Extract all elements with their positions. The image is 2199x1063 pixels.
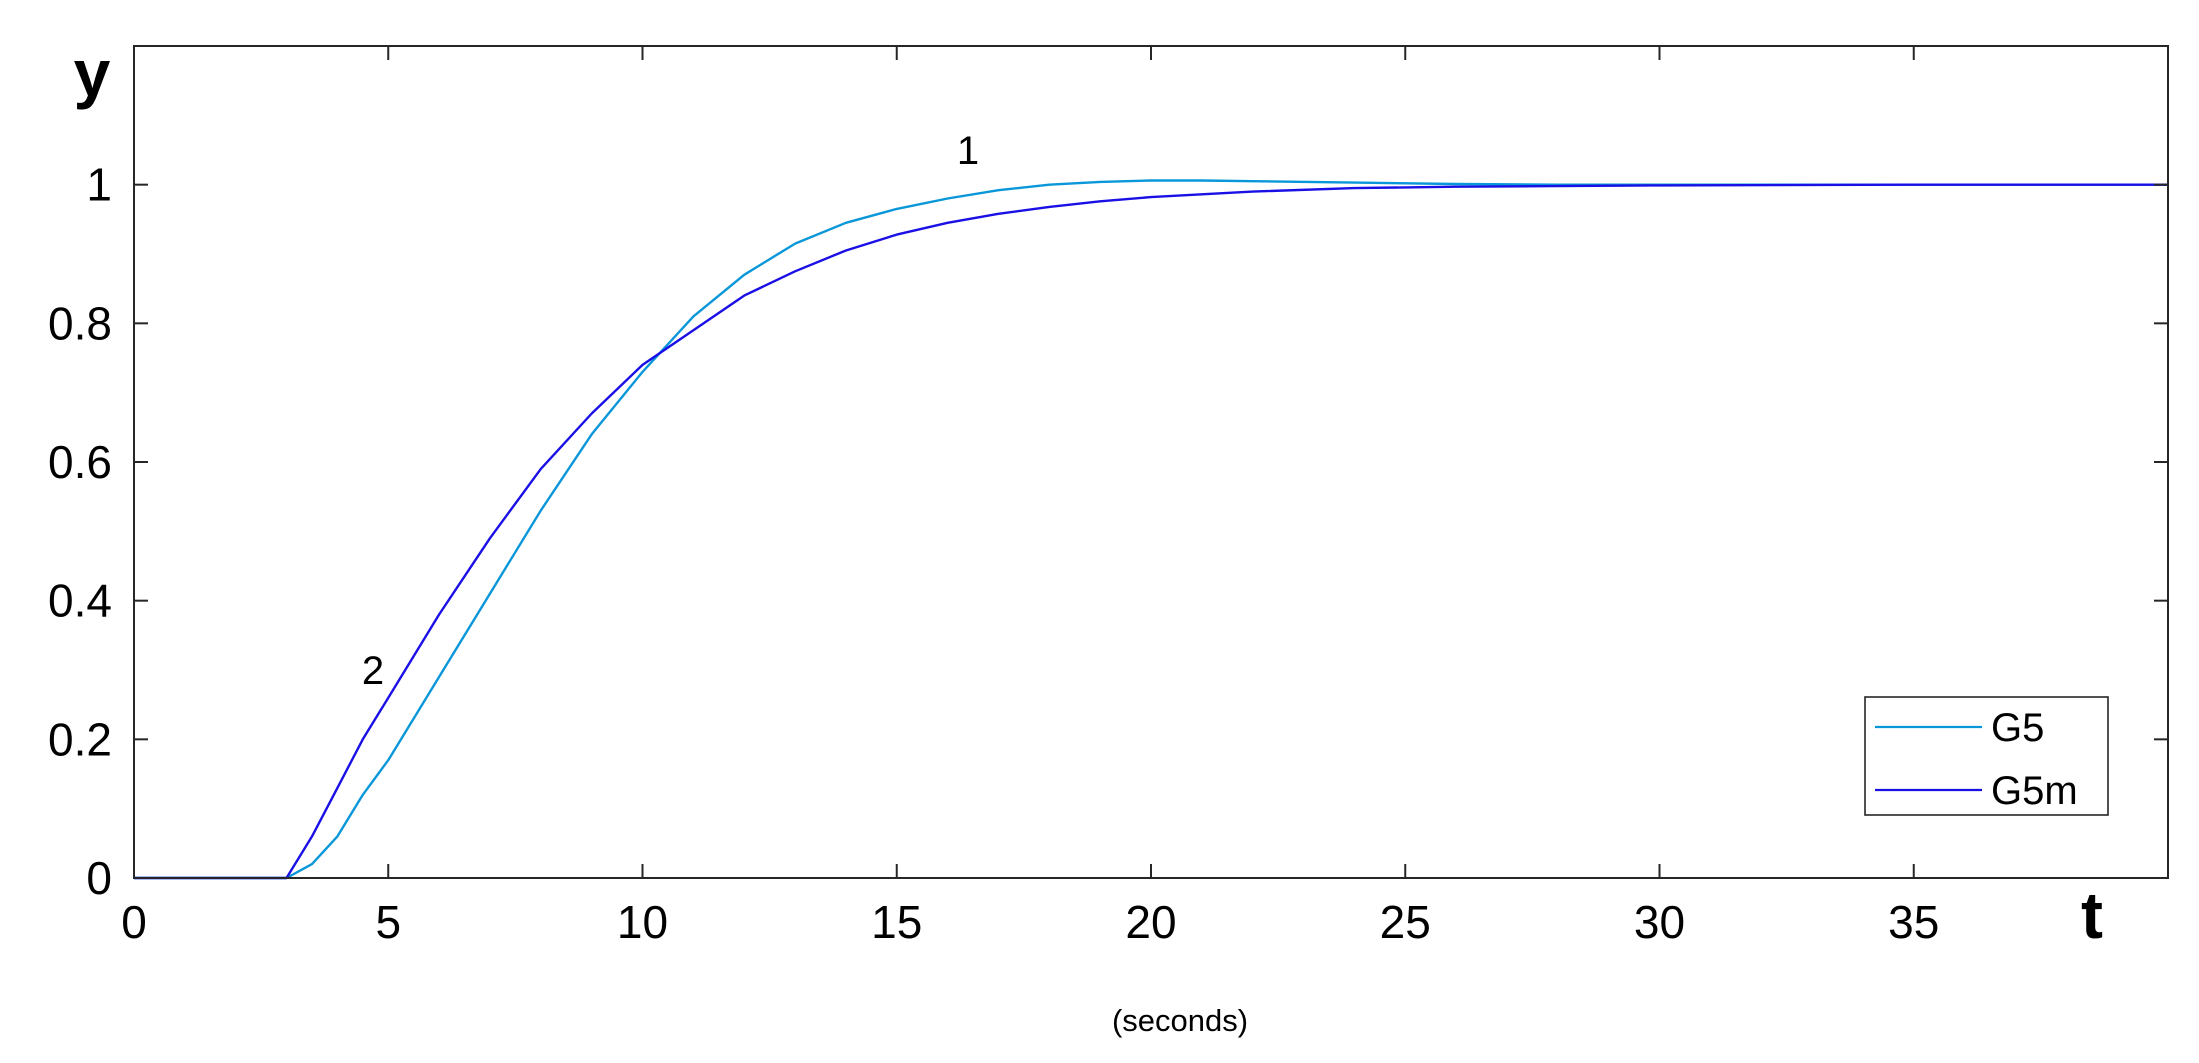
x-tick-label: 25: [1380, 896, 1431, 948]
y-tick-label: 0.8: [48, 297, 112, 349]
legend-box: [1864, 696, 2109, 816]
y-tick-label: 0.2: [48, 713, 112, 765]
legend: G5 G5m: [1864, 696, 2109, 816]
y-tick-label: 0.6: [48, 436, 112, 488]
series-line-g5m: [134, 183, 2168, 880]
tick-layer: 0 5 10 15 20 25 30 35 0 0.2 0.4 0.6 0.8 1: [48, 46, 2168, 948]
series-layer: [134, 179, 2168, 880]
x-tick-label: 0: [121, 896, 147, 948]
annotation-layer: 12: [362, 129, 979, 693]
y-tick-label: 0.4: [48, 575, 112, 627]
y-axis-label: y: [74, 36, 111, 110]
legend-label-g5: G5: [1991, 706, 2044, 750]
curve-annotation: 2: [362, 649, 384, 693]
series-line-g5: [134, 179, 2168, 880]
legend-label-g5m: G5m: [1991, 769, 2078, 813]
y-tick-label: 1: [86, 159, 112, 211]
curve-annotation: 1: [957, 129, 979, 173]
y-tick-label: 0: [86, 852, 112, 904]
x-tick-label: 10: [617, 896, 668, 948]
x-tick-label: 35: [1888, 896, 1939, 948]
x-tick-label: 30: [1634, 896, 1685, 948]
x-axis-unit-label: (seconds): [1112, 1003, 1248, 1038]
x-tick-label: 20: [1125, 896, 1176, 948]
x-tick-label: 15: [871, 896, 922, 948]
x-axis-label: t: [2081, 878, 2103, 952]
plot-area: [134, 46, 2168, 878]
x-tick-label: 5: [375, 896, 401, 948]
